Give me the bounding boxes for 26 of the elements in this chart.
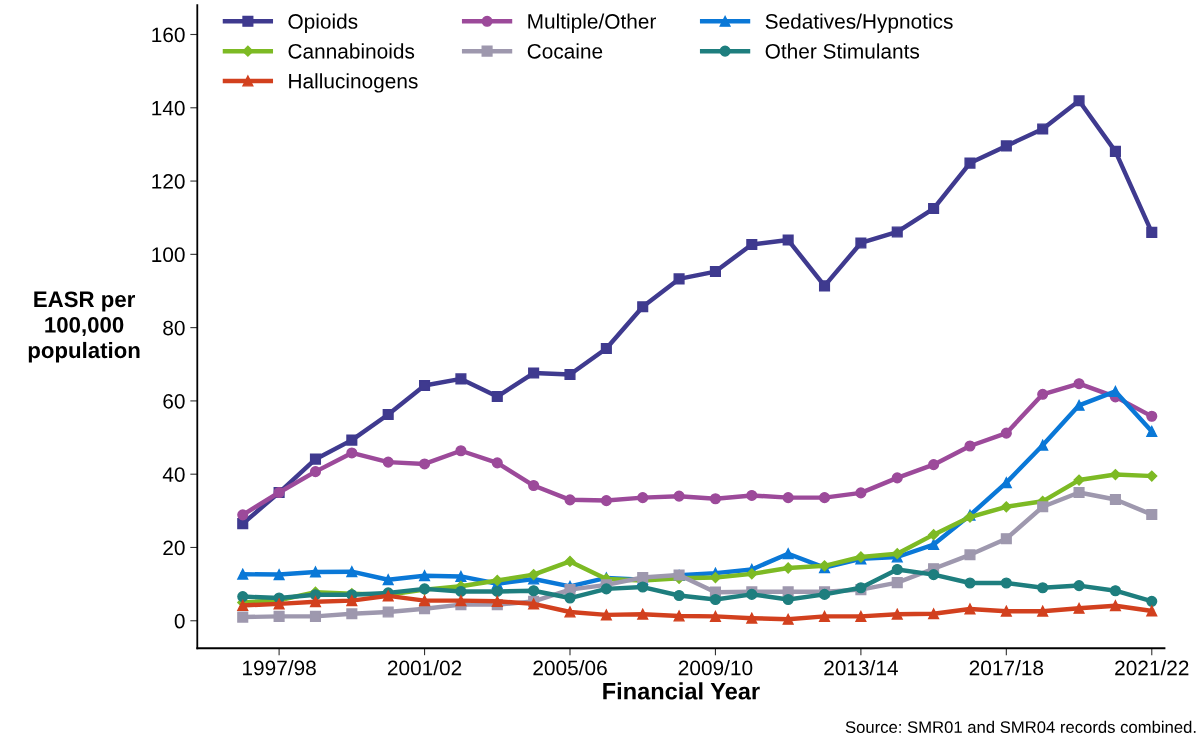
y-tick-label: 120 [152, 174, 185, 189]
legend-label: Hallucinogens [289, 73, 418, 93]
legend-label: Opioids [288, 13, 358, 33]
legend-label: Other Stimulants [765, 43, 920, 59]
legend-label: Sedatives/Hypnotics [765, 13, 953, 33]
x-axis-title: Financial Year [603, 682, 760, 700]
y-tick-label: 100 [152, 247, 185, 263]
y-tick-label: 0 [174, 613, 185, 629]
y-tick-label: 160 [152, 27, 185, 43]
y-tick-label: 40 [162, 467, 185, 482]
x-tick-label: 1997/98 [243, 660, 316, 676]
y-tick-label: 80 [163, 320, 185, 336]
x-tick-label: 2013/14 [824, 660, 898, 676]
x-tick-label: 2021/22 [1115, 660, 1189, 676]
legend-label: Cocaine [527, 43, 603, 59]
legend-label: Cannabinoids [288, 43, 415, 59]
x-tick-label: 2001/02 [387, 660, 462, 676]
y-tick-label: 20 [163, 540, 185, 556]
x-tick-label: 2017/18 [969, 660, 1044, 676]
y-tick-label: 60 [163, 393, 185, 409]
x-tick-label: 2005/06 [533, 660, 607, 676]
x-tick-label: 2009/10 [678, 660, 753, 676]
source-note: Source: SMR01 and SMR04 records combined. [845, 720, 1196, 734]
y-tick-label: 140 [152, 100, 185, 116]
y-axis-title: EASR per 100,000 population [28, 291, 140, 363]
legend-label: Multiple/Other [528, 13, 656, 33]
